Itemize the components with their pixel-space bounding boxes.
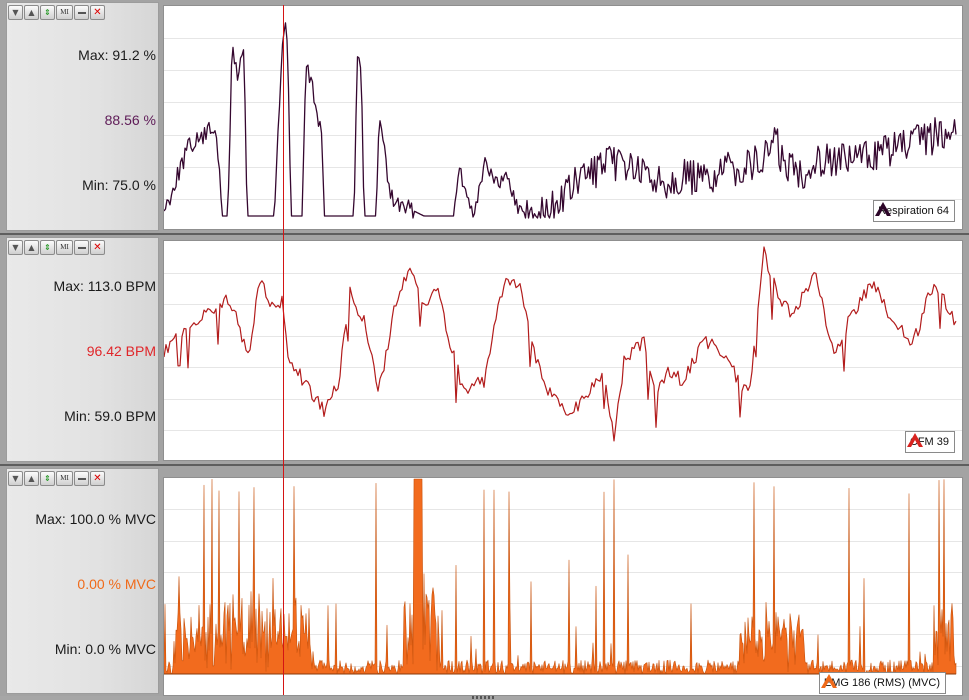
channel-triangle-icon xyxy=(875,202,892,216)
mi-icon: MI xyxy=(60,8,69,16)
legend-label: Respiration 64 xyxy=(878,205,949,217)
scale-up-button[interactable]: ▲ xyxy=(24,240,39,255)
respiration-trace xyxy=(164,22,957,219)
respiration-waveform xyxy=(164,22,962,219)
triangle-up-icon: ▲ xyxy=(28,242,35,252)
scale-up-button[interactable]: ▲ xyxy=(24,5,39,20)
triangle-down-icon: ▼ xyxy=(12,7,19,17)
current-value: 0.00 % MVC xyxy=(77,576,156,592)
cfm-panel: ▼ ▲ ⇕ MI ✕ Max: 113.0 BPM 96.42 BPM Min:… xyxy=(0,235,969,464)
mi-icon: MI xyxy=(60,474,69,482)
close-icon: ✕ xyxy=(93,241,102,253)
cfm-waveform xyxy=(164,246,962,442)
cfm-sidebar: ▼ ▲ ⇕ MI ✕ Max: 113.0 BPM 96.42 BPM Min:… xyxy=(6,237,159,462)
mi-button[interactable]: MI xyxy=(56,240,73,255)
respiration-plot[interactable]: Respiration 64 xyxy=(163,5,963,230)
min-label: Min: 59.0 BPM xyxy=(64,408,156,424)
close-button[interactable]: ✕ xyxy=(90,5,105,20)
triangle-down-icon: ▼ xyxy=(12,473,19,483)
emg-toolbar: ▼ ▲ ⇕ MI ✕ xyxy=(8,471,105,486)
cfm-trace xyxy=(164,246,957,442)
time-cursor[interactable] xyxy=(283,5,284,695)
min-label: Min: 0.0 % MVC xyxy=(54,641,156,657)
scale-down-button[interactable]: ▼ xyxy=(8,471,23,486)
channel-triangle-icon xyxy=(820,674,837,688)
scale-down-button[interactable]: ▼ xyxy=(8,5,23,20)
autoscale-button[interactable]: ⇕ xyxy=(40,471,55,486)
mi-button[interactable]: MI xyxy=(56,5,73,20)
triangle-down-icon: ▼ xyxy=(12,242,19,252)
triangle-up-icon: ▲ xyxy=(28,473,35,483)
close-button[interactable]: ✕ xyxy=(90,240,105,255)
minimize-icon xyxy=(77,246,86,249)
respiration-sidebar: ▼ ▲ ⇕ MI ✕ Max: 91.2 % 88.56 % Min: 75.0… xyxy=(6,2,159,231)
updown-arrow-icon: ⇕ xyxy=(44,7,51,17)
emg-plot[interactable]: EMG 186 (RMS) (MVC) xyxy=(163,477,963,696)
scroll-grip[interactable] xyxy=(472,696,494,699)
minimize-button[interactable] xyxy=(74,5,89,20)
channel-triangle-icon xyxy=(906,433,923,447)
cfm-legend: CFM 39 xyxy=(904,431,955,453)
updown-arrow-icon: ⇕ xyxy=(44,242,51,252)
minimize-icon xyxy=(77,11,86,14)
cfm-plot[interactable]: CFM 39 xyxy=(163,240,963,461)
legend-label: EMG 186 (RMS) (MVC) xyxy=(823,677,940,689)
close-icon: ✕ xyxy=(93,6,102,18)
emg-sidebar: ▼ ▲ ⇕ MI ✕ Max: 100.0 % MVC 0.00 % MVC M… xyxy=(6,468,159,694)
respiration-toolbar: ▼ ▲ ⇕ MI ✕ xyxy=(8,5,105,20)
current-value: 96.42 BPM xyxy=(86,343,156,359)
max-label: Max: 100.0 % MVC xyxy=(35,511,156,527)
scale-down-button[interactable]: ▼ xyxy=(8,240,23,255)
emg-legend: EMG 186 (RMS) (MVC) xyxy=(818,672,946,694)
min-label: Min: 75.0 % xyxy=(82,177,156,193)
close-button[interactable]: ✕ xyxy=(90,471,105,486)
mi-icon: MI xyxy=(60,243,69,251)
max-label: Max: 113.0 BPM xyxy=(53,278,156,294)
scale-up-button[interactable]: ▲ xyxy=(24,471,39,486)
minimize-icon xyxy=(77,477,86,480)
respiration-panel: ▼ ▲ ⇕ MI ✕ Max: 91.2 % 88.56 % Min: 75.0… xyxy=(0,0,969,233)
max-label: Max: 91.2 % xyxy=(78,47,156,63)
cfm-toolbar: ▼ ▲ ⇕ MI ✕ xyxy=(8,240,105,255)
panel-divider[interactable] xyxy=(0,464,969,466)
panel-divider[interactable] xyxy=(0,233,969,235)
autoscale-button[interactable]: ⇕ xyxy=(40,5,55,20)
respiration-legend: Respiration 64 xyxy=(873,200,955,222)
emg-waveform xyxy=(164,478,962,675)
triangle-up-icon: ▲ xyxy=(28,7,35,17)
minimize-button[interactable] xyxy=(74,471,89,486)
close-icon: ✕ xyxy=(93,472,102,484)
emg-panel: ▼ ▲ ⇕ MI ✕ Max: 100.0 % MVC 0.00 % MVC M… xyxy=(0,466,969,696)
mi-button[interactable]: MI xyxy=(56,471,73,486)
current-value: 88.56 % xyxy=(104,112,156,128)
emg-trace xyxy=(164,478,957,675)
minimize-button[interactable] xyxy=(74,240,89,255)
updown-arrow-icon: ⇕ xyxy=(44,473,51,483)
autoscale-button[interactable]: ⇕ xyxy=(40,240,55,255)
